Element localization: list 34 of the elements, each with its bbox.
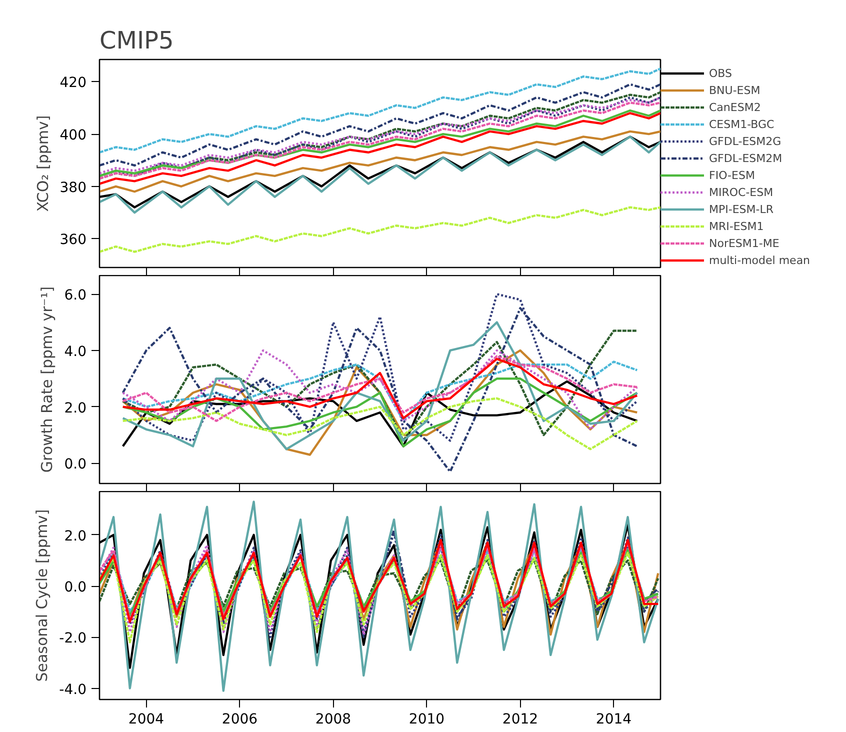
- legend-label: FIO-ESM: [709, 168, 755, 182]
- legend-label: OBS: [709, 66, 732, 80]
- legend-label: GFDL-ESM2M: [709, 151, 782, 165]
- y-tick-label: 2.0: [64, 400, 86, 416]
- y-tick-label: -2.0: [59, 630, 87, 647]
- y-tick-label: 380: [60, 180, 87, 196]
- y-tick-label: 6.0: [64, 288, 86, 304]
- chart-title: CMIP5: [100, 26, 174, 54]
- legend-label: NorESM1-ME: [709, 236, 780, 250]
- x-tick-label: 2004: [128, 712, 164, 728]
- legend-label: multi-model mean: [709, 253, 810, 267]
- y-axis-title: Seasonal Cycle [ppmv]: [33, 509, 52, 682]
- legend-label: GFDL-ESM2G: [709, 134, 782, 148]
- legend-label: MRI-ESM1: [709, 219, 764, 233]
- y-axis-title: Growth Rate [ppmv yr⁻¹]: [38, 286, 56, 473]
- y-tick-label: 0.0: [64, 580, 86, 596]
- x-tick-label: 2014: [596, 712, 632, 728]
- y-tick-label: 420: [60, 75, 87, 92]
- y-tick-label: 360: [60, 232, 87, 248]
- x-tick-label: 2010: [408, 712, 445, 728]
- legend-label: CESM1-BGC: [709, 117, 774, 131]
- y-axis-title: XCO₂ [ppmv]: [34, 115, 52, 212]
- legend-label: BNU-ESM: [709, 83, 760, 97]
- legend-label: CanESM2: [709, 100, 761, 114]
- x-tick-label: 2012: [502, 712, 538, 728]
- y-tick-label: 0.0: [64, 456, 86, 473]
- legend-label: MPI-ESM-LR: [709, 202, 774, 216]
- y-tick-label: -4.0: [59, 682, 87, 698]
- y-tick-label: 400: [60, 128, 87, 144]
- y-tick-label: 4.0: [64, 344, 86, 360]
- y-tick-label: 2.0: [64, 528, 86, 544]
- x-tick-label: 2006: [222, 712, 258, 728]
- x-tick-label: 2008: [315, 712, 352, 728]
- legend-label: MIROC-ESM: [709, 185, 774, 199]
